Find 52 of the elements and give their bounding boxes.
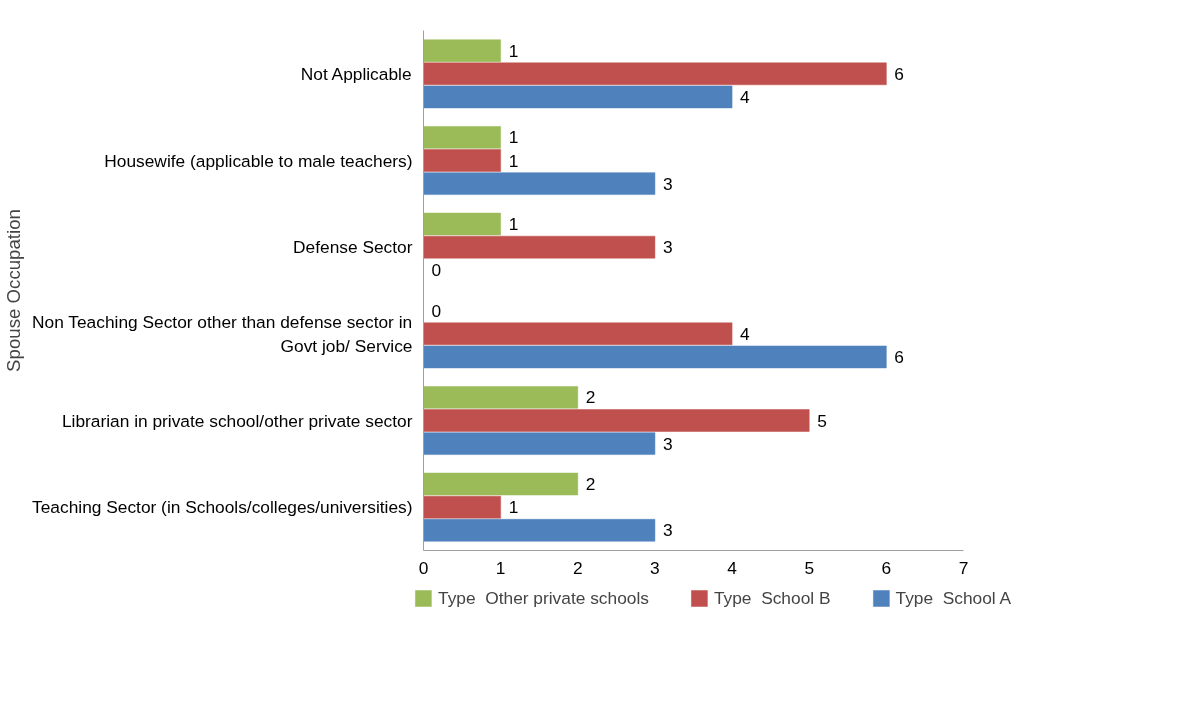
data-label: 1 (508, 214, 519, 235)
data-label: 3 (662, 237, 673, 258)
data-label: 0 (431, 260, 442, 281)
data-label: 0 (431, 300, 442, 321)
bar (423, 322, 733, 346)
data-label: 1 (508, 497, 519, 518)
y-tick-label: Defense Sector (293, 237, 413, 258)
x-tick-label: 2 (572, 557, 583, 578)
bar (423, 149, 501, 172)
data-label: 4 (740, 86, 751, 107)
bar (423, 62, 887, 86)
y-tick-label: Not Applicable (300, 63, 412, 84)
x-tick-label: 1 (495, 557, 506, 578)
y-tick-label: Librarian in private school/other private sector (61, 410, 413, 431)
x-tick-label: 5 (804, 557, 815, 578)
x-tick-label: 7 (958, 557, 969, 578)
data-label: 4 (740, 323, 751, 344)
y-axis-title: Spouse Occupation (3, 209, 25, 372)
bar (423, 432, 656, 455)
data-label: 1 (508, 40, 519, 61)
data-label: 6 (894, 63, 904, 84)
bar (423, 85, 733, 109)
legend-label: Type Other private schools (438, 587, 649, 609)
bar (423, 172, 656, 195)
bar (423, 212, 501, 236)
x-tick-label: 3 (650, 557, 660, 578)
legend-label: Type School B (713, 587, 831, 609)
bar (423, 409, 810, 432)
y-tick-label: Non Teaching Sector other than defense sector in Govt job/ Service (32, 311, 413, 356)
bar (423, 39, 501, 62)
bar (423, 472, 579, 496)
data-label: 6 (894, 346, 904, 367)
bar (423, 345, 887, 369)
x-tick-label: 0 (418, 557, 429, 578)
data-label: 5 (817, 410, 827, 431)
data-label: 1 (508, 127, 519, 148)
data-label: 3 (662, 433, 673, 454)
x-tick-label: 6 (881, 557, 892, 578)
bar (423, 495, 501, 519)
data-label: 3 (662, 173, 673, 194)
bar (423, 519, 656, 542)
y-tick-label: Housewife (applicable to male teachers) (104, 150, 413, 171)
y-tick-label: Teaching Sector (in Schools/colleges/universities) (32, 497, 413, 518)
bar (423, 386, 579, 409)
data-label: 2 (585, 474, 596, 495)
data-label: 1 (508, 150, 519, 171)
bar (423, 126, 501, 149)
data-label: 2 (585, 387, 596, 408)
data-label: 3 (662, 520, 673, 541)
bar (423, 235, 656, 259)
x-tick-label: 4 (727, 557, 738, 578)
legend-label: Type School A (895, 587, 1012, 609)
